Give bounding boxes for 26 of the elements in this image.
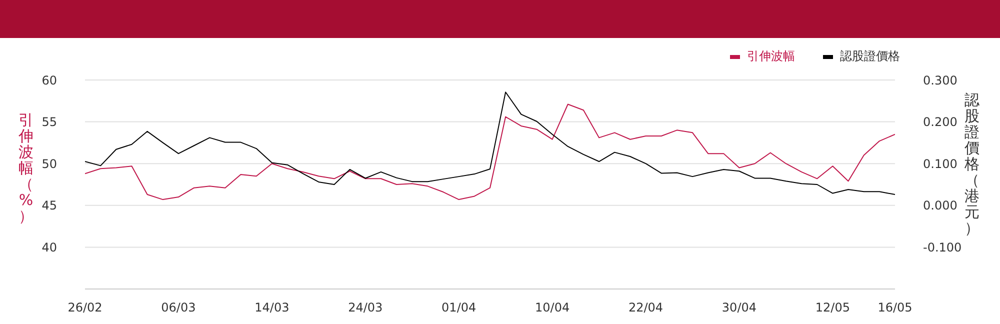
x-tick-label: 24/03 <box>348 300 383 315</box>
x-tick-label: 01/04 <box>442 300 476 315</box>
y-axis-title: 引伸波幅（%） <box>18 111 34 225</box>
legend-label: 認股證價格 <box>840 49 900 63</box>
y-tick-label: 55 <box>42 115 57 130</box>
x-tick-label: 30/04 <box>722 300 757 315</box>
x-tick-label: 22/04 <box>628 300 664 315</box>
x-tick-label: 26/02 <box>68 300 102 315</box>
y-tick-label: 40 <box>42 240 57 254</box>
x-tick-label: 14/03 <box>254 300 290 315</box>
y2-tick-label: -0.100 <box>923 240 962 254</box>
y2-tick-label: 0.000 <box>923 198 958 213</box>
y2-tick-label: 0.100 <box>923 156 958 171</box>
y-tick-label: 50 <box>42 156 57 171</box>
line-series <box>85 92 895 196</box>
y2-tick-label: 0.200 <box>923 115 958 130</box>
line-series <box>85 104 895 200</box>
y-tick-label: 60 <box>42 73 57 88</box>
legend-label: 引伸波幅 <box>747 49 795 63</box>
y2-tick-label: 0.300 <box>923 73 958 88</box>
x-tick-label: 10/04 <box>535 300 570 315</box>
x-tick-label: 16/05 <box>878 300 912 315</box>
y-tick-label: 45 <box>42 198 57 213</box>
text: 認股證價格（港元） <box>964 91 980 237</box>
x-tick-label: 06/03 <box>161 300 196 315</box>
x-tick-label: 12/05 <box>815 300 850 315</box>
